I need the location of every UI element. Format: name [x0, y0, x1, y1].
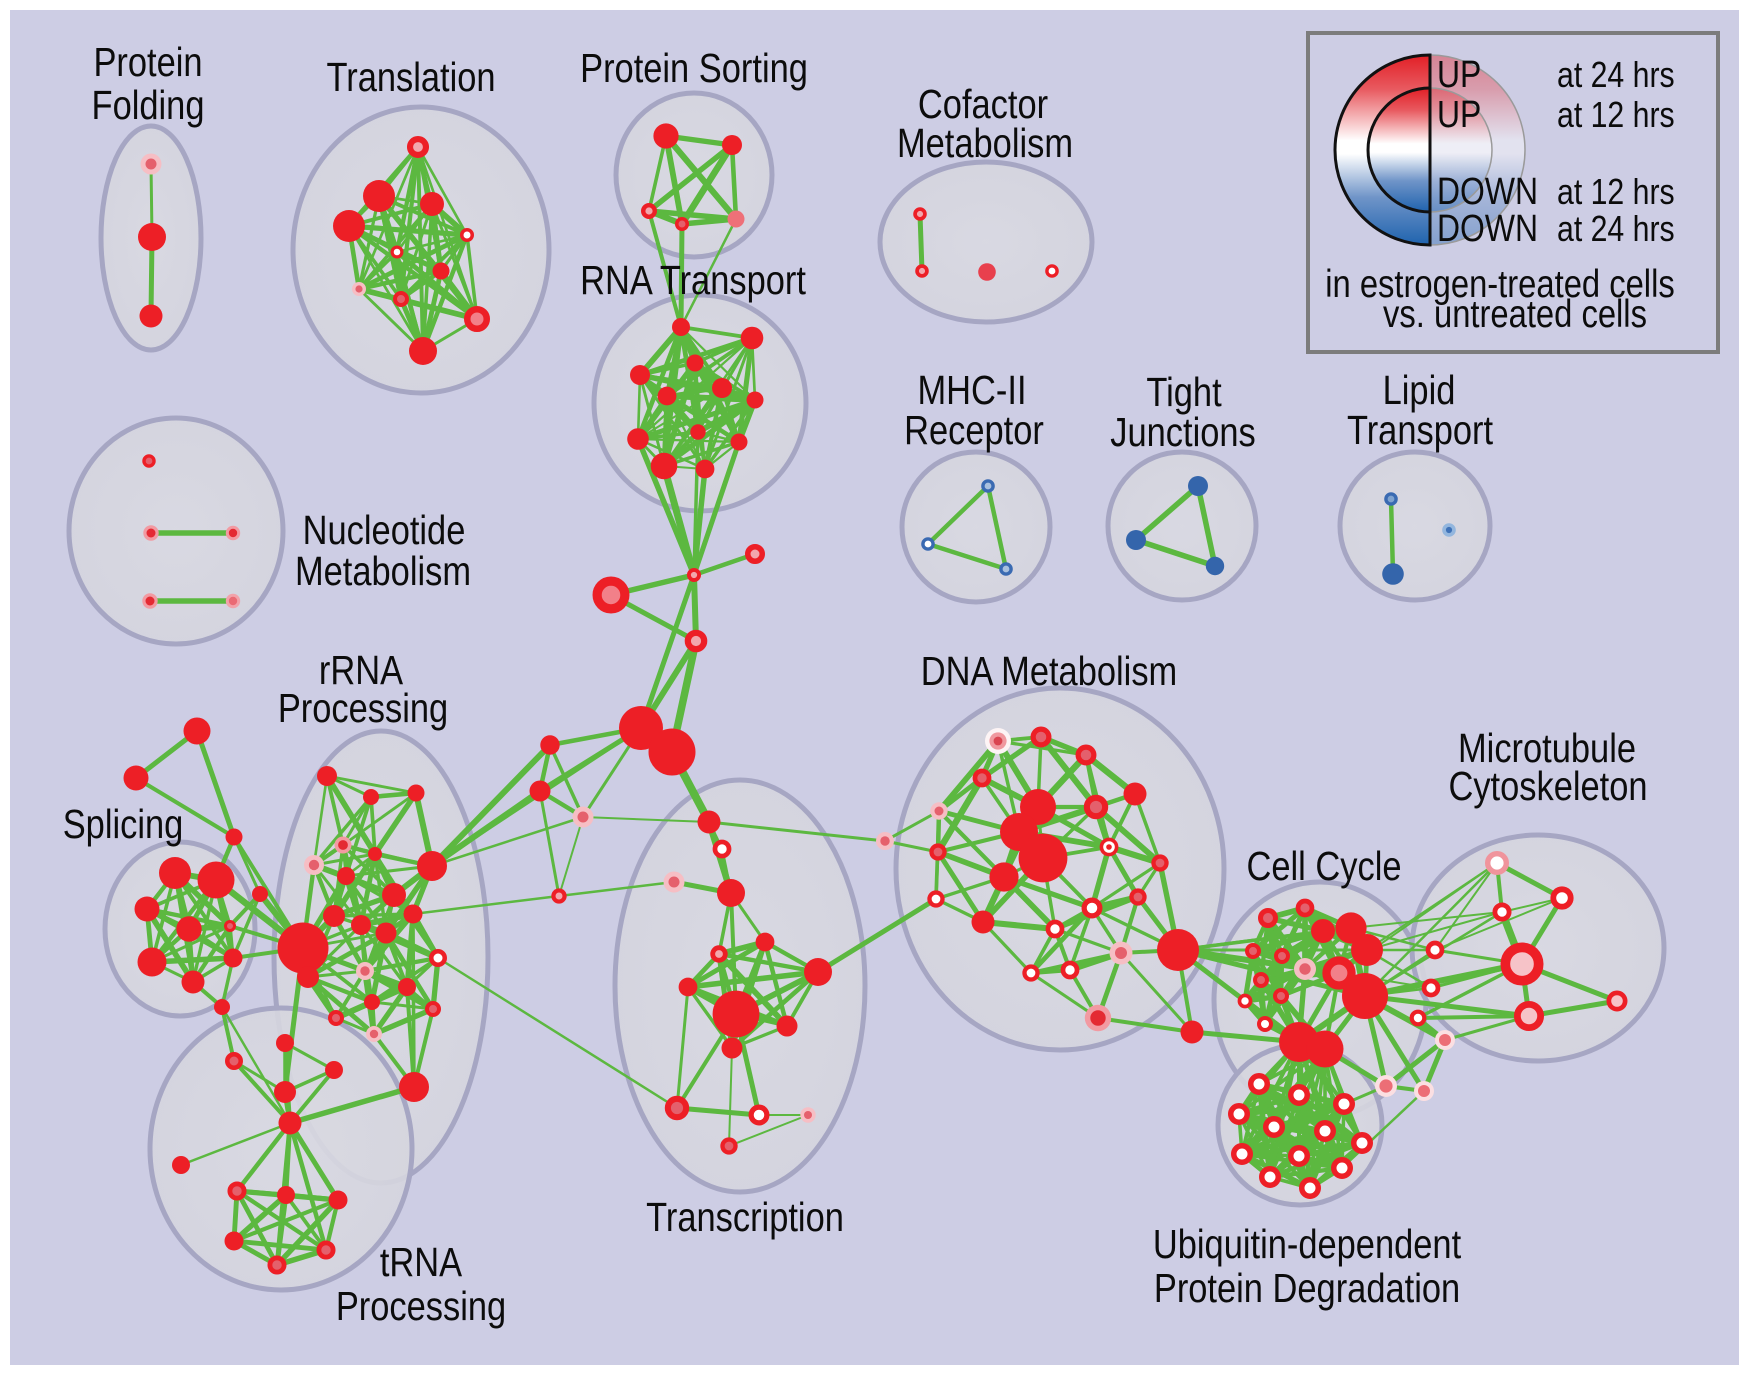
svg-text:tRNA: tRNA: [380, 1240, 463, 1285]
svg-text:Nucleotide: Nucleotide: [303, 508, 466, 553]
svg-text:DOWN: DOWN: [1437, 207, 1538, 249]
svg-text:Microtubule: Microtubule: [1458, 726, 1636, 771]
svg-text:rRNA: rRNA: [319, 648, 404, 693]
svg-text:Protein Degradation: Protein Degradation: [1154, 1266, 1460, 1311]
svg-text:vs. untreated cells: vs. untreated cells: [1383, 291, 1647, 335]
svg-text:Processing: Processing: [278, 686, 448, 731]
svg-text:in estrogen-treated cells: in estrogen-treated cells: [1325, 261, 1674, 305]
svg-text:Junctions: Junctions: [1110, 410, 1255, 455]
svg-text:MHC-II: MHC-II: [917, 368, 1026, 413]
svg-text:Translation: Translation: [326, 55, 495, 100]
svg-text:Receptor: Receptor: [904, 408, 1044, 453]
svg-text:Lipid: Lipid: [1383, 368, 1456, 413]
svg-text:Cofactor: Cofactor: [918, 82, 1048, 127]
svg-text:Processing: Processing: [336, 1284, 506, 1329]
svg-text:Tight: Tight: [1146, 370, 1222, 415]
svg-text:Protein Sorting: Protein Sorting: [580, 46, 808, 91]
svg-text:Cytoskeleton: Cytoskeleton: [1448, 764, 1647, 809]
svg-text:UP: UP: [1437, 53, 1481, 95]
svg-text:RNA Transport: RNA Transport: [580, 258, 806, 303]
svg-text:Metabolism: Metabolism: [295, 549, 471, 594]
svg-text:Protein: Protein: [93, 40, 202, 85]
svg-text:Metabolism: Metabolism: [897, 121, 1073, 166]
svg-text:Transport: Transport: [1347, 408, 1494, 453]
svg-text:DOWN: DOWN: [1437, 170, 1538, 212]
svg-text:Splicing: Splicing: [63, 802, 184, 847]
svg-text:DNA Metabolism: DNA Metabolism: [921, 649, 1177, 694]
svg-text:Transcription: Transcription: [646, 1195, 844, 1240]
svg-text:at 12 hrs: at 12 hrs: [1557, 173, 1675, 213]
svg-text:at 24 hrs: at 24 hrs: [1557, 56, 1675, 96]
svg-text:at 12 hrs: at 12 hrs: [1557, 96, 1675, 136]
svg-text:UP: UP: [1437, 93, 1481, 135]
svg-text:at 24 hrs: at 24 hrs: [1557, 210, 1675, 250]
svg-text:Folding: Folding: [92, 83, 205, 128]
svg-text:Cell Cycle: Cell Cycle: [1246, 844, 1401, 889]
svg-text:Ubiquitin-dependent: Ubiquitin-dependent: [1153, 1222, 1462, 1267]
